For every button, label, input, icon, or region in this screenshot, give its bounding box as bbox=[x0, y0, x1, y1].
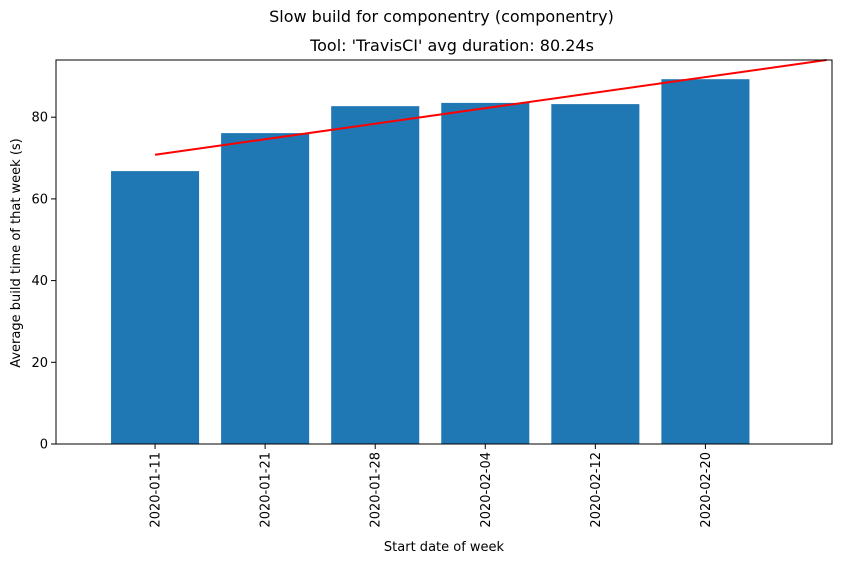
plot-frame bbox=[55, 59, 833, 445]
x-tick-label: 2020-02-04 bbox=[479, 452, 494, 528]
bar-2020-02-20 bbox=[661, 79, 750, 444]
y-tick-label: 20 bbox=[31, 356, 48, 371]
y-tick-label: 40 bbox=[31, 274, 48, 289]
x-tick-label: 2020-02-12 bbox=[589, 452, 604, 528]
figure-title: Slow build for componentry (componentry) bbox=[269, 7, 614, 26]
bar-2020-01-21 bbox=[221, 133, 310, 444]
trend-line bbox=[154, 59, 827, 156]
bars-group bbox=[111, 79, 750, 445]
bar-2020-02-12 bbox=[551, 104, 640, 445]
x-axis-label: Start date of week bbox=[384, 540, 505, 555]
y-axis-label: Average build time of that week (s) bbox=[9, 138, 24, 368]
y-tick-label: 60 bbox=[31, 192, 48, 207]
x-tick-label: 2020-01-28 bbox=[369, 452, 384, 528]
y-axis: 0 20 40 60 80 bbox=[31, 111, 56, 453]
trend-group bbox=[154, 59, 827, 156]
x-tick-label: 2020-02-20 bbox=[699, 452, 714, 528]
bar-2020-02-04 bbox=[441, 102, 530, 444]
chart-title: Tool: 'TravisCI' avg duration: 80.24s bbox=[309, 36, 594, 55]
y-tick-label: 0 bbox=[40, 438, 48, 453]
y-tick-label: 80 bbox=[31, 111, 48, 126]
x-tick-label: 2020-01-21 bbox=[259, 452, 274, 528]
x-tick-label: 2020-01-11 bbox=[149, 452, 164, 528]
x-axis: 2020-01-11 2020-01-21 2020-01-28 2020-02-04… bbox=[149, 444, 714, 528]
bar-2020-01-28 bbox=[331, 106, 420, 444]
bar-2020-01-11 bbox=[111, 171, 200, 444]
